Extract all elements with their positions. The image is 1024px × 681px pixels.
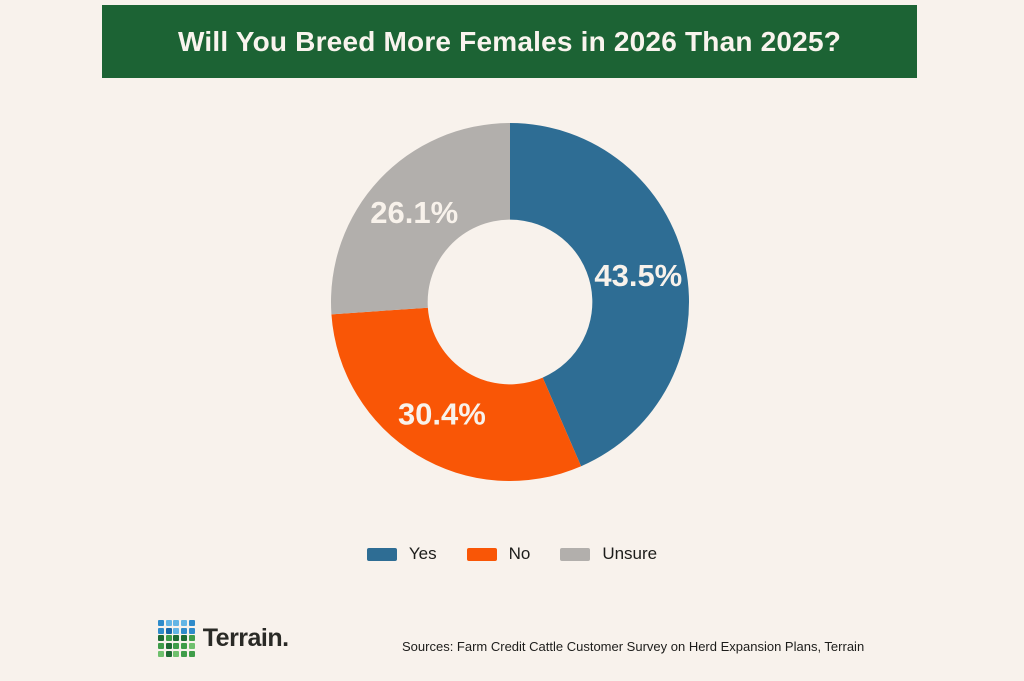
logo-grid-cell bbox=[188, 650, 195, 657]
source-text: Sources: Farm Credit Cattle Customer Sur… bbox=[402, 639, 865, 654]
legend-swatch-unsure bbox=[560, 547, 591, 561]
logo-grid-cell bbox=[165, 643, 172, 650]
legend-label-yes: Yes bbox=[408, 544, 437, 563]
legend-label-unsure: Unsure bbox=[602, 544, 658, 563]
logo-grid-cell bbox=[165, 650, 172, 657]
logo-grid-cell bbox=[158, 650, 164, 657]
legend-swatch-yes bbox=[366, 547, 397, 561]
logo-grid-cell bbox=[188, 620, 195, 626]
donut-chart-wrap: 43.5% 30.4% 26.1% bbox=[310, 102, 710, 502]
logo-grid-cell bbox=[181, 635, 188, 642]
logo-grid-cell bbox=[181, 650, 188, 657]
logo-grid-cell bbox=[173, 650, 180, 657]
logo-grid-cell bbox=[188, 635, 195, 642]
logo-grid-cell bbox=[181, 643, 188, 650]
legend-item-unsure: Unsure bbox=[560, 544, 657, 564]
terrain-logo: Terrain. bbox=[158, 620, 289, 657]
slice-value-label-yes: 43.5% bbox=[594, 258, 682, 293]
chart-title: Will You Breed More Females in 2026 Than… bbox=[177, 25, 842, 57]
legend-item-yes: Yes bbox=[366, 544, 437, 564]
donut-segment-no bbox=[331, 307, 582, 482]
logo-grid-cell bbox=[158, 620, 164, 626]
donut-segment-unsure bbox=[331, 123, 510, 315]
logo-grid-cell bbox=[158, 643, 164, 650]
logo-grid-cell bbox=[173, 620, 180, 626]
terrain-logo-grid-icon bbox=[158, 620, 195, 657]
chart-legend: Yes No Unsure bbox=[0, 544, 1024, 564]
legend-item-no: No bbox=[466, 544, 531, 564]
logo-grid-cell bbox=[165, 620, 172, 626]
legend-label-no: No bbox=[508, 544, 531, 563]
slice-value-label-no: 30.4% bbox=[398, 396, 486, 431]
logo-grid-cell bbox=[158, 635, 164, 642]
terrain-logo-text: Terrain. bbox=[202, 623, 289, 652]
logo-grid-cell bbox=[181, 620, 188, 626]
logo-grid-cell bbox=[165, 635, 172, 642]
logo-grid-cell bbox=[165, 627, 172, 634]
donut-segment-yes bbox=[510, 123, 690, 467]
logo-grid-cell bbox=[173, 627, 180, 634]
logo-grid-cell bbox=[188, 643, 195, 650]
logo-grid-cell bbox=[188, 627, 195, 634]
slice-value-label-unsure: 26.1% bbox=[370, 195, 458, 230]
logo-grid-cell bbox=[158, 627, 164, 634]
logo-grid-cell bbox=[181, 627, 188, 634]
logo-grid-cell bbox=[173, 643, 180, 650]
title-banner: Will You Breed More Females in 2026 Than… bbox=[102, 5, 917, 78]
legend-swatch-no bbox=[466, 547, 497, 561]
donut-chart: 43.5% 30.4% 26.1% bbox=[331, 123, 690, 482]
logo-grid-cell bbox=[173, 635, 180, 642]
